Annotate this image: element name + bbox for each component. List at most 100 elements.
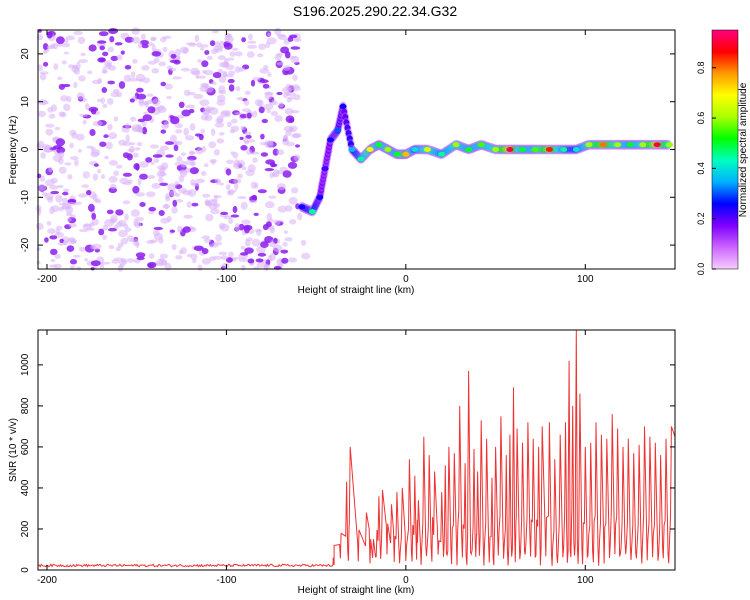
noise-speckle — [170, 53, 177, 59]
ridge-peak — [316, 194, 324, 200]
noise-speckle — [267, 72, 272, 77]
noise-speckle — [214, 122, 225, 128]
noise-speckle — [232, 151, 239, 159]
ridge-peak — [298, 204, 306, 210]
noise-speckle — [251, 194, 257, 200]
noise-speckle — [193, 93, 204, 100]
noise-speckle — [237, 173, 243, 179]
noise-speckle — [230, 118, 238, 124]
noise-speckle — [202, 107, 212, 115]
noise-speckle — [142, 126, 148, 135]
noise-speckle — [241, 219, 251, 225]
noise-speckle — [233, 178, 242, 184]
noise-speckle — [187, 189, 197, 197]
ridge-cell — [347, 140, 354, 148]
noise-speckle — [151, 68, 159, 74]
ridge-peak — [560, 147, 568, 152]
noise-speckle — [139, 202, 146, 207]
noise-speckle — [245, 169, 255, 177]
noise-speckle — [56, 146, 66, 154]
ridge-cell — [344, 124, 351, 132]
noise-speckle — [264, 91, 274, 96]
noise-speckle — [61, 42, 71, 48]
noise-speckle — [138, 100, 144, 104]
noise-speckle — [115, 246, 122, 252]
noise-speckle — [235, 86, 241, 92]
noise-speckle — [225, 64, 235, 70]
noise-speckle — [108, 160, 118, 166]
noise-speckle — [159, 145, 169, 151]
noise-speckle — [214, 178, 222, 184]
noise-speckle — [65, 35, 76, 41]
noise-speckle — [153, 158, 160, 164]
noise-speckle — [180, 160, 187, 168]
noise-speckle — [117, 219, 127, 227]
noise-speckle — [194, 34, 200, 43]
noise-speckle — [91, 108, 97, 115]
noise-speckle — [91, 212, 97, 220]
noise-speckle — [58, 83, 66, 90]
noise-speckle — [63, 103, 71, 112]
noise-speckle — [267, 32, 272, 37]
noise-speckle — [125, 134, 130, 143]
noise-speckle — [102, 66, 107, 74]
noise-speckle — [160, 81, 167, 87]
noise-speckle — [201, 235, 211, 240]
noise-speckle — [274, 27, 282, 36]
noise-speckle — [96, 98, 102, 103]
noise-speckle — [66, 245, 75, 252]
noise-speckle — [208, 203, 218, 210]
noise-speckle — [209, 40, 216, 47]
colorbar-ticks: 0.0 0.2 0.4 0.6 0.8 — [696, 61, 716, 275]
noise-speckle — [247, 258, 255, 264]
noise-speckle — [49, 185, 59, 190]
noise-speckle — [136, 142, 143, 147]
ridge-peak — [653, 142, 661, 148]
noise-speckle — [265, 201, 275, 209]
noise-speckle — [183, 127, 189, 136]
noise-speckle — [280, 46, 290, 54]
noise-speckle — [284, 108, 294, 115]
colorbar-tick-label: 0.6 — [696, 112, 706, 125]
noise-speckle — [254, 182, 259, 189]
noise-speckle — [100, 97, 106, 104]
noise-speckle — [68, 237, 76, 242]
noise-speckle — [54, 126, 61, 131]
noise-speckle — [174, 181, 180, 186]
ridge-peak — [327, 137, 334, 143]
noise-speckle — [111, 259, 120, 264]
noise-speckle — [80, 52, 86, 57]
noise-speckle — [224, 35, 234, 43]
noise-speckle — [257, 189, 267, 194]
noise-speckle — [137, 177, 142, 186]
noise-speckle — [90, 146, 96, 151]
noise-speckle — [243, 99, 250, 106]
noise-speckle — [282, 170, 292, 178]
noise-speckle — [208, 256, 216, 262]
noise-speckle — [265, 41, 271, 49]
noise-speckle — [132, 152, 139, 158]
noise-speckle — [220, 111, 228, 118]
ridge-peak — [531, 147, 539, 152]
noise-speckle — [191, 70, 201, 76]
noise-speckle — [227, 190, 235, 196]
noise-speckle — [89, 129, 96, 136]
ridge-peak — [666, 142, 674, 148]
noise-speckle — [91, 243, 102, 250]
noise-speckle — [276, 183, 286, 191]
noise-speckle — [122, 172, 132, 177]
noise-speckle — [181, 67, 190, 72]
ridge-peak — [639, 142, 647, 148]
noise-speckle — [110, 55, 119, 62]
noise-speckle — [70, 259, 77, 265]
noise-speckle — [268, 218, 274, 223]
noise-speckle — [97, 77, 102, 84]
noise-speckle — [177, 225, 183, 233]
noise-speckle — [146, 93, 154, 97]
noise-speckle — [81, 184, 89, 189]
noise-speckle — [206, 55, 213, 61]
noise-speckle — [291, 133, 301, 139]
noise-speckle — [185, 104, 196, 109]
x-tick-label: -100 — [216, 575, 236, 586]
noise-speckle — [150, 37, 157, 41]
